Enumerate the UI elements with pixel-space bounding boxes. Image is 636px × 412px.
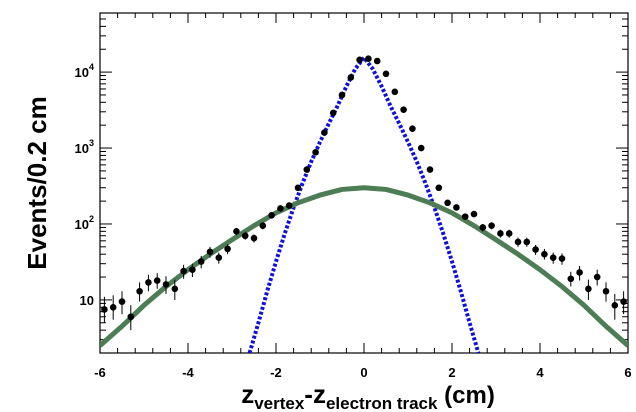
fit-curves — [100, 55, 628, 353]
data-point — [321, 129, 328, 136]
x-tick-label: 0 — [360, 365, 367, 380]
data-point — [145, 279, 152, 286]
y-tick-label-base: 10 — [75, 65, 89, 80]
data-point — [347, 74, 355, 81]
data-point — [602, 287, 610, 295]
data-point — [391, 88, 399, 96]
data-point — [136, 287, 143, 295]
data-point — [585, 285, 592, 293]
data-point — [162, 281, 170, 288]
data-point — [541, 250, 548, 258]
data-point — [417, 144, 425, 152]
x-tick-label: -6 — [94, 365, 106, 380]
data-point — [400, 106, 407, 113]
x-axis-title-z2: z — [313, 379, 326, 409]
y-tick-label-base: 10 — [75, 217, 89, 232]
data-point — [593, 273, 601, 281]
data-point — [523, 238, 531, 246]
y-tick-label-exponent: 3 — [89, 138, 94, 148]
data-point — [453, 204, 460, 211]
wide-gaussian-fit-line — [100, 185, 628, 348]
data-point — [611, 301, 619, 309]
data-point — [127, 313, 135, 321]
data-point — [382, 70, 390, 78]
plot-frame — [99, 12, 629, 354]
y-tick-label-base: 10 — [80, 293, 94, 308]
data-point — [558, 255, 566, 262]
data-point — [488, 222, 495, 229]
data-point — [294, 184, 302, 192]
y-tick-label: 102 — [75, 214, 94, 232]
data-point — [171, 285, 179, 293]
data-point — [505, 230, 513, 237]
x-axis-title-z1: z — [241, 379, 254, 409]
data-point — [329, 109, 337, 117]
data-point — [435, 184, 443, 192]
narrow-gaussian-fit-line — [247, 55, 481, 353]
data-point — [303, 166, 311, 173]
data-point — [373, 57, 381, 65]
y-axis-title: Events/0.2 cm — [22, 96, 52, 269]
data-point — [224, 245, 231, 253]
data-point — [180, 267, 187, 275]
data-point — [277, 205, 284, 212]
data-point — [532, 246, 539, 253]
data-point — [514, 238, 522, 246]
x-axis-title-unit: (cm) — [437, 382, 494, 409]
data-point — [259, 222, 267, 229]
data-point — [426, 166, 434, 173]
x-axis-ticks: -6 -4 -2 0 2 4 6 — [94, 13, 632, 380]
data-point — [109, 303, 117, 311]
data-point — [497, 230, 504, 237]
data-point — [118, 298, 126, 305]
data-point — [250, 234, 258, 242]
data-point — [153, 277, 161, 284]
y-tick-label: 104 — [75, 62, 94, 80]
data-point — [444, 199, 451, 207]
y-tick-label-exponent: 4 — [89, 62, 94, 72]
y-tick-label-base: 10 — [75, 141, 89, 156]
data-point — [365, 55, 372, 63]
x-axis-title-sub2: electron track — [326, 394, 438, 412]
y-tick-label: 103 — [75, 138, 94, 156]
data-point — [549, 254, 557, 261]
data-point — [461, 213, 469, 220]
y-tick-label-exponent: 2 — [89, 214, 94, 224]
data-point — [479, 224, 487, 231]
x-axis-title-dash: - — [304, 379, 313, 409]
data-point — [567, 275, 575, 283]
x-axis-title: zvertex-zelectron track (cm) — [241, 379, 495, 412]
data-point — [285, 202, 293, 209]
x-tick-label: 2 — [448, 365, 455, 380]
data-point — [409, 125, 416, 132]
data-points — [101, 55, 636, 331]
data-point — [241, 232, 249, 240]
data-point — [312, 148, 319, 156]
data-point — [233, 228, 240, 235]
x-tick-label: 4 — [536, 365, 544, 380]
data-point — [629, 300, 636, 307]
x-tick-label: 6 — [624, 365, 631, 380]
data-point — [215, 254, 223, 261]
data-point — [470, 210, 478, 218]
y-tick-label: 10 — [80, 293, 94, 308]
data-point — [576, 269, 583, 276]
data-point — [620, 298, 627, 305]
data-point — [268, 212, 275, 219]
x-axis-title-sub1: vertex — [254, 394, 305, 412]
data-point — [189, 266, 196, 273]
x-tick-label: -4 — [182, 365, 194, 380]
data-point — [206, 248, 214, 256]
data-point — [101, 306, 108, 313]
data-point — [338, 91, 346, 99]
x-tick-label: -2 — [270, 365, 282, 380]
data-point — [197, 258, 205, 265]
data-point — [356, 56, 363, 64]
